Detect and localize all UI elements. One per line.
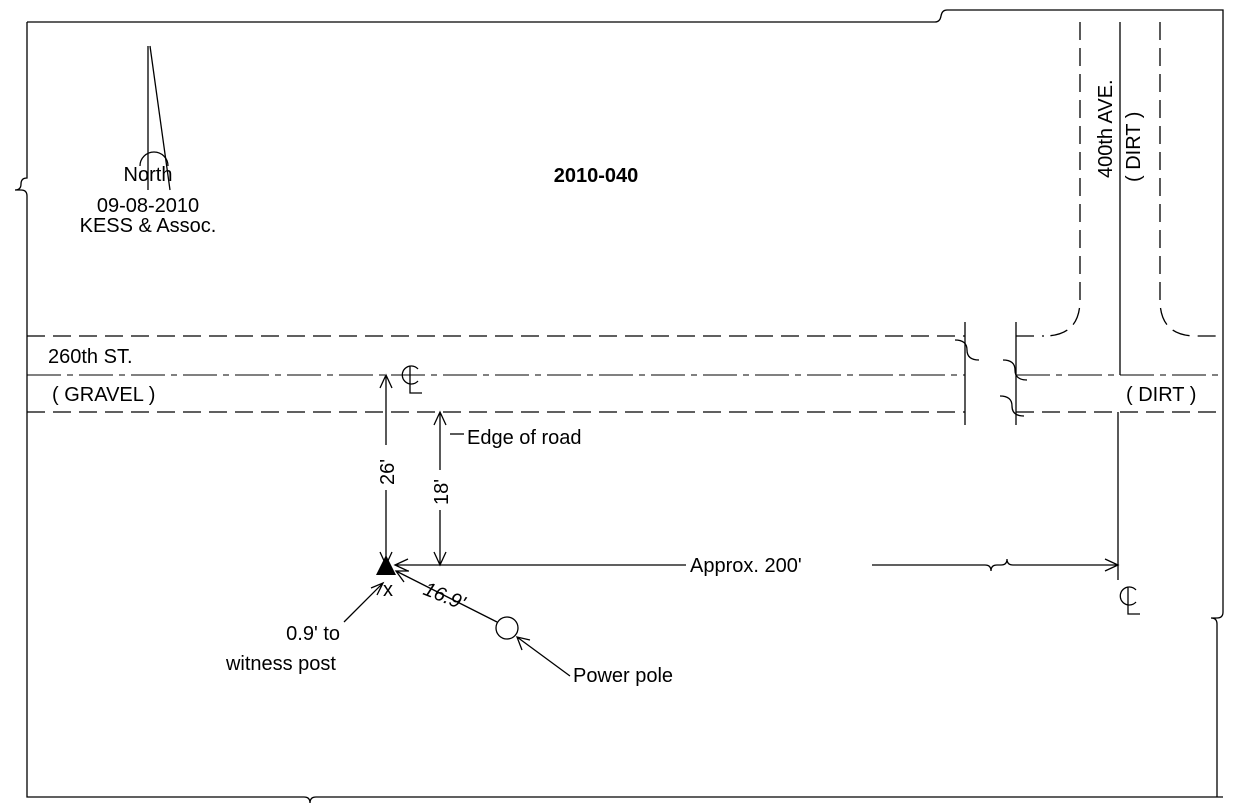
pole-label: Power pole [573,665,673,687]
label-bg [378,445,394,490]
street-surface-east: ( DIRT ) [1126,384,1196,406]
witness-line-1: 0.9' to [286,623,340,645]
avenue-surface: ( DIRT ) [1123,112,1145,182]
dist-pole: 16.9' [420,578,469,615]
centerline-symbols [401,365,1140,615]
dist-avenue: Approx. 200' [690,555,802,577]
avenue-400th [1043,22,1223,580]
edge-label: Edge of road [467,427,582,449]
dimensions [343,373,1120,677]
north-label: North [124,164,173,186]
north-arrow [139,45,171,191]
street-name: 260th ST. [48,346,133,368]
street-260th [27,322,1223,425]
label-bg [432,470,448,510]
title: 2010-040 [554,165,639,187]
dist-centerline: 26' [377,459,399,485]
avenue-name: 400th AVE. [1095,79,1117,178]
street-surface: ( GRAVEL ) [52,384,155,406]
survey-marker [376,555,396,575]
witness-line-2: witness post [225,653,336,675]
marker-label: x [383,579,393,601]
border [14,9,1224,804]
label-bg [686,553,872,577]
power-pole [495,616,519,640]
company: KESS & Assoc. [80,215,217,237]
date: 09-08-2010 [97,195,199,217]
dist-edge: 18' [431,479,453,505]
